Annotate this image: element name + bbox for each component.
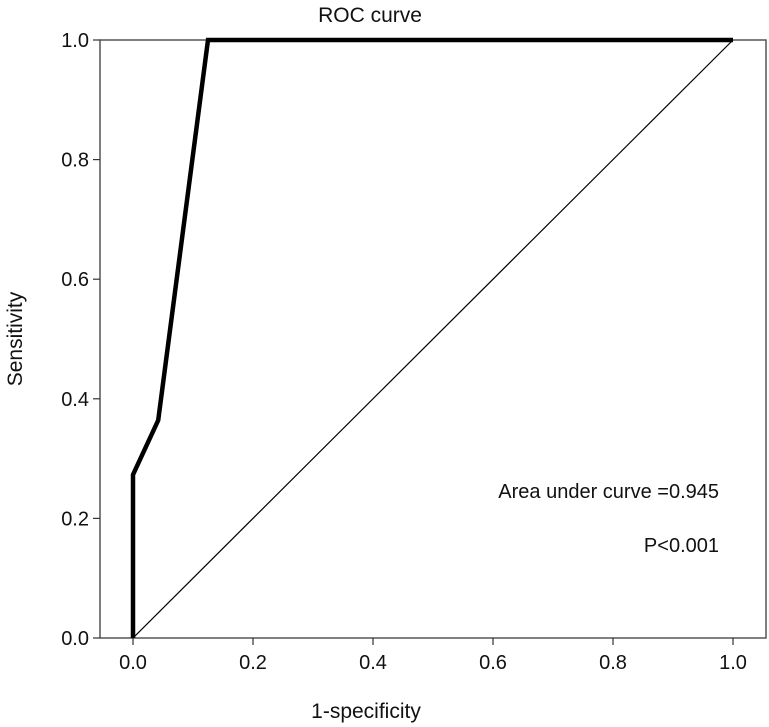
reference-diagonal-line bbox=[132, 39, 734, 639]
x-tick-label: 0.6 bbox=[479, 652, 507, 674]
y-tick-label: 0.4 bbox=[61, 389, 89, 411]
y-tick-label: 1.0 bbox=[61, 30, 89, 52]
p-value-annotation: P<0.001 bbox=[644, 535, 719, 557]
y-tick-label: 0.6 bbox=[61, 269, 89, 291]
x-tick-label: 0.2 bbox=[239, 652, 267, 674]
x-tick-label: 0.8 bbox=[599, 652, 627, 674]
roc-curve-line bbox=[130, 37, 733, 638]
chart-title: ROC curve bbox=[318, 4, 422, 27]
x-axis-title: 1-specificity bbox=[311, 700, 421, 723]
x-tick-label: 0.4 bbox=[359, 652, 387, 674]
y-axis-title: Sensitivity bbox=[4, 291, 27, 386]
y-axis-ticks: 0.0 0.2 0.4 0.6 0.8 1.0 bbox=[61, 30, 100, 650]
x-tick-label: 1.0 bbox=[719, 652, 747, 674]
y-tick-label: 0.0 bbox=[61, 628, 89, 650]
y-tick-label: 0.8 bbox=[61, 150, 89, 172]
x-axis-ticks: 0.0 0.2 0.4 0.6 0.8 1.0 bbox=[119, 638, 747, 674]
x-tick-label: 0.0 bbox=[119, 652, 147, 674]
auc-annotation: Area under curve =0.945 bbox=[498, 481, 719, 503]
y-tick-label: 0.2 bbox=[61, 508, 89, 530]
series-layer bbox=[130, 37, 734, 639]
